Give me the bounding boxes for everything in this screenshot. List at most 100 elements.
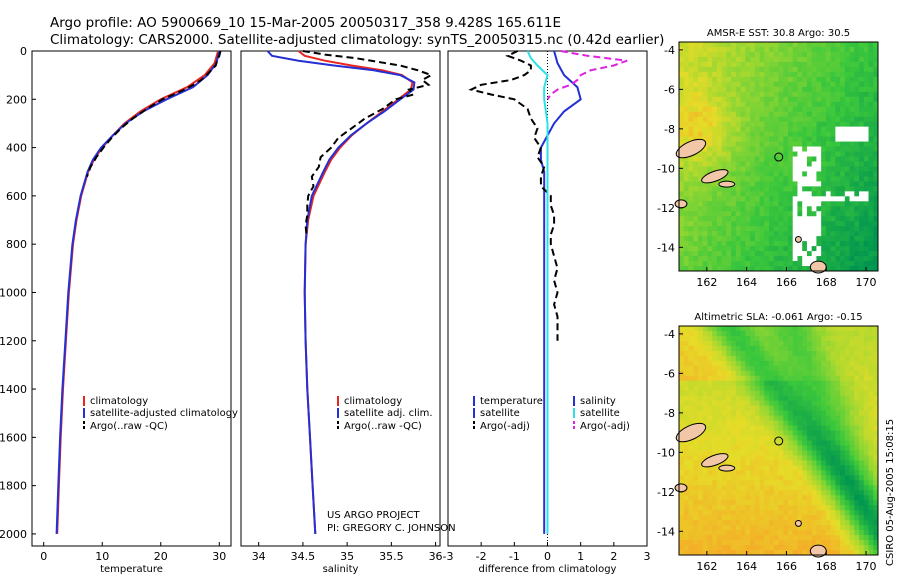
- sst-map-cell: [731, 46, 737, 53]
- sst-map-cell: [821, 156, 827, 162]
- sla-map-cell: [863, 410, 869, 417]
- sla-map-cell: [778, 475, 784, 481]
- sst-map-cell: [844, 256, 850, 262]
- sst-map-cell: [787, 136, 794, 142]
- sla-map-cell: [740, 470, 746, 476]
- sst-map-cell: [854, 161, 860, 167]
- sla-map-cell: [802, 455, 808, 461]
- sla-map-cell: [759, 360, 765, 367]
- sst-map-cell: [702, 156, 708, 162]
- sla-map-cell: [802, 450, 808, 456]
- sst-map-cell: [787, 66, 794, 73]
- sst-map-cell: [697, 221, 704, 227]
- sst-map-cell: [735, 256, 741, 262]
- sst-map-cell: [821, 166, 827, 172]
- sla-map-xtick-label: 168: [816, 560, 837, 573]
- sla-map-cell: [821, 475, 827, 481]
- sst-map-cell: [859, 156, 865, 162]
- sla-map-cell: [821, 350, 827, 357]
- sla-map-cell: [802, 425, 808, 431]
- sst-map-cell: [769, 186, 775, 192]
- sla-map-cell: [873, 475, 879, 481]
- sla-map-cell: [769, 485, 775, 491]
- sla-map-cell: [679, 395, 685, 402]
- sla-map-cell: [688, 345, 694, 352]
- sst-map-cell: [787, 61, 794, 68]
- sst-map-cell: [787, 42, 794, 48]
- sst-map-cell: [778, 261, 784, 267]
- difference-xlabel: difference from climatology: [479, 564, 617, 575]
- sst-map-cell: [792, 181, 798, 187]
- sla-map-cell: [740, 520, 746, 526]
- sst-map-cell: [735, 206, 741, 212]
- sst-map-cell: [754, 66, 760, 73]
- sst-map-cell: [783, 191, 789, 197]
- sst-map-cell: [731, 211, 737, 217]
- sla-map-cell: [712, 395, 718, 402]
- sla-map-cell: [764, 515, 770, 521]
- sla-map-cell: [859, 515, 865, 521]
- sst-map-cell: [679, 51, 685, 58]
- sla-map-cell: [835, 445, 841, 451]
- sst-map-cell: [764, 71, 770, 78]
- sla-map-cell: [873, 520, 879, 526]
- sla-map-cell: [702, 395, 708, 402]
- sst-map-cell: [868, 196, 874, 202]
- sla-map-cell: [844, 530, 850, 536]
- sst-map-cell: [844, 251, 850, 257]
- sst-map-cell: [702, 221, 708, 227]
- sst-map-cell: [816, 111, 822, 118]
- sla-map-cell: [859, 540, 865, 546]
- sla-map-ytick-label: -14: [657, 525, 675, 538]
- sla-map-cell: [821, 370, 827, 377]
- sla-map-cell: [716, 425, 723, 431]
- sla-map-cell: [830, 415, 836, 421]
- sst-map-cell: [821, 211, 827, 217]
- sla-map-cell: [693, 440, 699, 446]
- sst-map-cell: [797, 256, 803, 262]
- sst-map-cell: [769, 61, 775, 68]
- sla-map-cell: [679, 465, 685, 471]
- sla-map-cell: [697, 450, 704, 456]
- sla-map-cell: [683, 465, 689, 471]
- sla-map-cell: [726, 350, 732, 357]
- salinity-xtick-label: 36: [429, 550, 443, 563]
- sla-map-cell: [816, 525, 822, 531]
- sla-map-cell: [868, 375, 874, 382]
- sst-map-cell: [750, 181, 756, 187]
- sst-map-cell: [688, 42, 694, 48]
- sla-map-cell: [840, 450, 846, 456]
- sla-map-cell: [688, 440, 694, 446]
- sst-map-cell: [830, 71, 836, 78]
- sla-map-cell: [783, 460, 789, 466]
- sla-map-cell: [806, 505, 813, 511]
- sla-map-cell: [792, 435, 798, 441]
- sst-map-cell: [712, 101, 718, 108]
- sla-map-cell: [750, 530, 756, 536]
- sla-map-cell: [783, 405, 789, 412]
- sla-map-cell: [802, 505, 808, 511]
- sst-map-cell: [797, 246, 803, 252]
- sla-map-cell: [787, 370, 794, 377]
- sla-map-cell: [716, 535, 723, 541]
- sst-map-cell: [726, 56, 732, 63]
- sla-map-cell: [740, 460, 746, 466]
- sst-map-cell: [754, 61, 760, 68]
- sst-map-cell: [712, 96, 718, 103]
- sst-map-cell: [683, 226, 689, 232]
- sla-map-cell: [844, 500, 850, 506]
- sst-map-cell: [679, 116, 685, 123]
- sst-map-cell: [863, 186, 869, 192]
- sla-map-cell: [821, 480, 827, 486]
- sla-map-cell: [716, 330, 723, 337]
- sst-map-cell: [750, 171, 756, 177]
- sla-map-cell: [707, 540, 713, 546]
- sla-map-cell: [821, 360, 827, 367]
- sst-map-cell: [802, 231, 808, 237]
- sla-map-cell: [821, 535, 827, 541]
- sla-map-cell: [854, 550, 860, 556]
- sla-map-cell: [854, 410, 860, 417]
- sla-map-cell: [712, 430, 718, 436]
- sla-map-cell: [840, 485, 846, 491]
- sst-map-cell: [769, 261, 775, 267]
